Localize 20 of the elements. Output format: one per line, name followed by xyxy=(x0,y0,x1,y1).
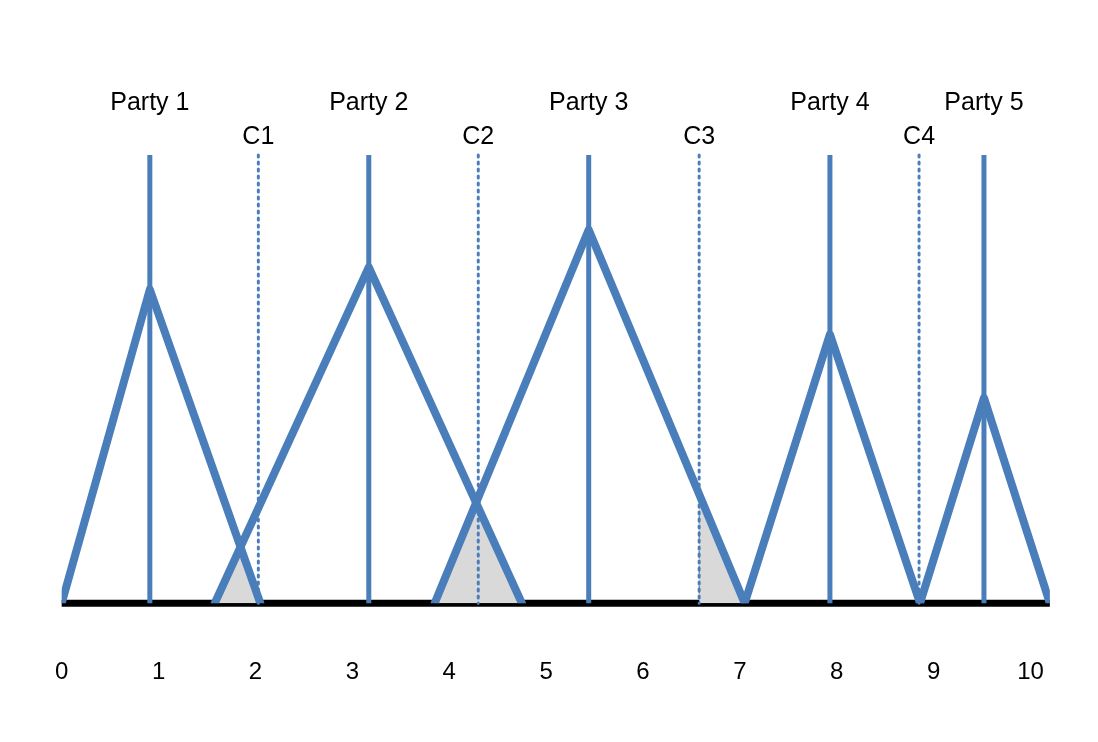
ref-line-label: C3 xyxy=(683,120,716,149)
ref-line-label: Party 4 xyxy=(790,86,870,115)
x-tick-label: 10 xyxy=(1017,657,1044,685)
x-tick-label: 5 xyxy=(539,657,553,685)
ref-line-label: C1 xyxy=(242,120,275,149)
x-tick-label: 8 xyxy=(830,657,844,685)
x-tick-label: 0 xyxy=(54,657,69,685)
x-tick-label: 4 xyxy=(442,657,456,685)
ref-line-label: Party 1 xyxy=(110,86,190,115)
ref-line-label: Party 3 xyxy=(549,86,629,115)
x-tick-label: 7 xyxy=(733,657,747,685)
ref-line-label: C2 xyxy=(462,120,495,149)
x-tick-label: 1 xyxy=(151,657,166,685)
ref-line-label: Party 2 xyxy=(329,86,409,115)
x-tick-label: 6 xyxy=(636,657,650,685)
ref-line-label: Party 5 xyxy=(944,86,1024,115)
x-tick-label: 2 xyxy=(248,657,263,685)
x-tick-label: 9 xyxy=(926,657,941,685)
ref-line-label: C4 xyxy=(903,120,936,149)
x-tick-label: 3 xyxy=(345,657,359,685)
